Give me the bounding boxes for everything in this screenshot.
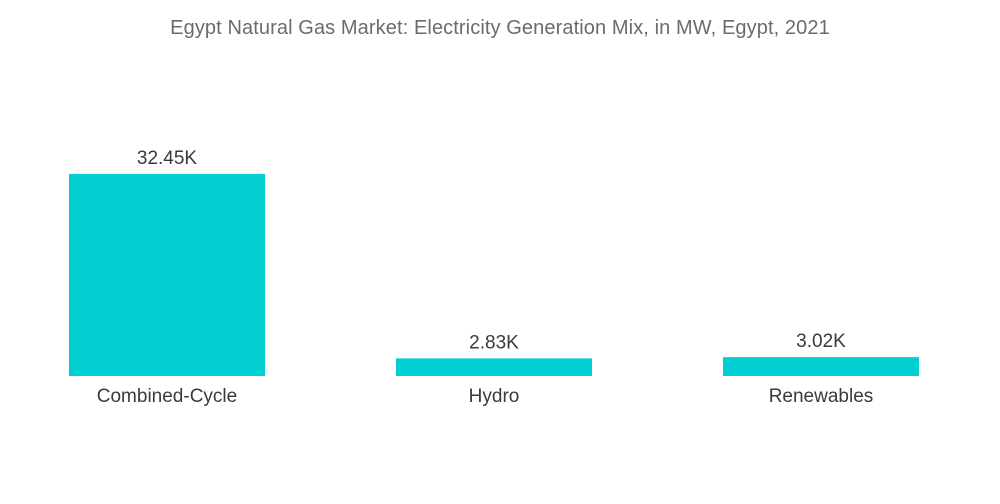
bar-hydro — [396, 358, 592, 376]
value-label-hydro: 2.83K — [469, 332, 519, 353]
value-label-combined-cycle: 32.45K — [137, 148, 198, 169]
category-label-renewables: Renewables — [769, 386, 874, 407]
category-label-hydro: Hydro — [469, 386, 520, 407]
value-label-renewables: 3.02K — [796, 331, 846, 352]
chart-title: Egypt Natural Gas Market: Electricity Ge… — [170, 17, 830, 39]
bar-renewables — [723, 357, 919, 376]
category-label-combined-cycle: Combined-Cycle — [97, 386, 237, 407]
bar-combined-cycle — [69, 173, 265, 376]
